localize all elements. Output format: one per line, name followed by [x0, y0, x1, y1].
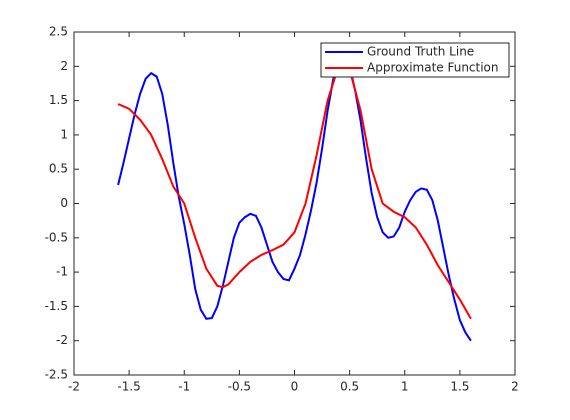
y-tick-label: 0 — [60, 196, 68, 210]
x-tick-label: -1 — [178, 380, 190, 394]
data-line — [117, 54, 472, 342]
x-tick-label: -1.5 — [117, 380, 140, 394]
legend-label: Approximate Function — [367, 61, 499, 75]
x-tick-label: 1.5 — [450, 380, 469, 394]
axes-box — [73, 31, 516, 376]
y-tick-label: -1.5 — [45, 299, 68, 313]
data-line — [117, 61, 472, 320]
x-tick-label: 2 — [511, 380, 519, 394]
y-tick-label: 2.5 — [49, 25, 68, 39]
legend-label: Ground Truth Line — [367, 45, 474, 59]
x-tick-label: -0.5 — [228, 380, 251, 394]
y-tick-label: 1 — [60, 127, 68, 141]
y-tick-label: 1.5 — [49, 93, 68, 107]
x-tick-label: 0.5 — [340, 380, 359, 394]
y-tick-label: 0.5 — [49, 162, 68, 176]
y-tick-label: -2.5 — [45, 368, 68, 382]
legend-box — [320, 42, 510, 78]
y-tick-label: -2 — [56, 333, 68, 347]
x-tick-label: 0 — [291, 380, 299, 394]
y-tick-label: -1 — [56, 265, 68, 279]
y-tick-label: -0.5 — [45, 230, 68, 244]
y-tick-label: 2 — [60, 59, 68, 73]
x-tick-label: -2 — [68, 380, 80, 394]
x-tick-label: 1 — [401, 380, 409, 394]
